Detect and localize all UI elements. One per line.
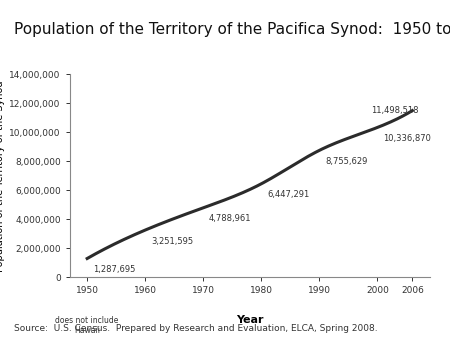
Text: Source:  U.S. Census.  Prepared by Research and Evaluation, ELCA, Spring 2008.: Source: U.S. Census. Prepared by Researc… (14, 324, 377, 333)
X-axis label: Year: Year (236, 315, 264, 324)
Text: 3,251,595: 3,251,595 (151, 237, 193, 246)
Text: 6,447,291: 6,447,291 (267, 190, 310, 199)
Text: 11,498,518: 11,498,518 (371, 105, 418, 115)
Text: Population of the Territory of the Pacifica Synod:  1950 to 2006: Population of the Territory of the Pacif… (14, 22, 450, 37)
Text: 10,336,870: 10,336,870 (383, 134, 431, 143)
Y-axis label: Population of the Territory of the Synod: Population of the Territory of the Synod (0, 80, 5, 271)
Text: 4,788,961: 4,788,961 (209, 214, 252, 223)
Text: 1,287,695: 1,287,695 (93, 265, 135, 274)
Text: does not include
Hawaii: does not include Hawaii (55, 316, 119, 335)
Text: 8,755,629: 8,755,629 (325, 157, 368, 166)
